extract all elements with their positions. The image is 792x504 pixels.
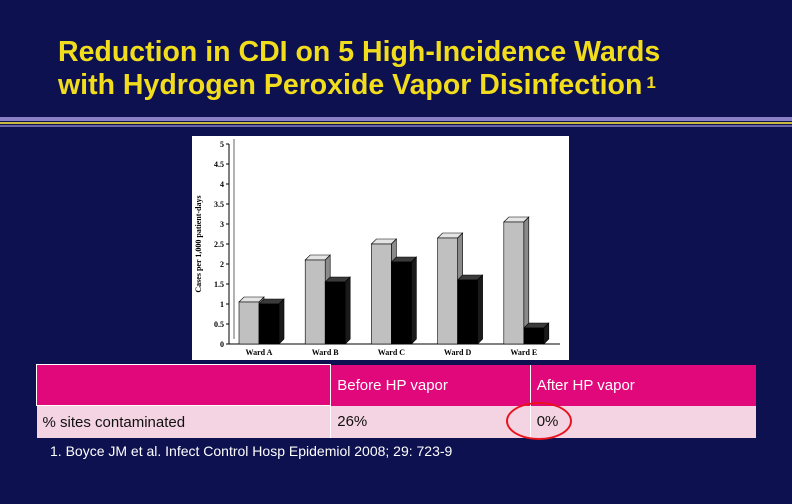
x-tick-label: Ward A	[246, 348, 273, 357]
title-line-2-text: with Hydrogen Peroxide Vapor Disinfectio…	[58, 69, 643, 101]
contamination-table: Before HP vapor After HP vapor % sites c…	[35, 364, 756, 438]
bar-before	[371, 243, 392, 345]
bar-chart-svg: 0 0.5 1 1.5 2 2.5 3 3.5 4 4.5 5 Cases per 1,000 pat…	[194, 139, 560, 357]
y-tick-label: 0	[220, 340, 224, 349]
table-header-after: After HP vapor	[529, 364, 756, 406]
bar-after	[523, 327, 545, 345]
bar-side	[344, 276, 351, 345]
bar-after	[324, 281, 346, 345]
y-tick-label: 3	[220, 220, 224, 229]
table-header-blank	[35, 364, 332, 406]
x-tick-label: Ward B	[312, 348, 340, 357]
x-tick-label: Ward E	[510, 348, 537, 357]
title-line-1: Reduction in CDI on 5 High-Incidence War…	[58, 36, 661, 68]
bar-chart: 0 0.5 1 1.5 2 2.5 3 3.5 4 4.5 5 Cases per 1,000 pat…	[192, 136, 569, 360]
y-tick-label: 1	[220, 300, 224, 309]
y-tick-label: 4	[220, 180, 224, 189]
title-divider-bottom	[0, 125, 792, 127]
bar-after	[457, 279, 478, 345]
x-tick-label: Ward D	[444, 348, 472, 357]
bar-before	[437, 237, 458, 345]
citation: 1. Boyce JM et al. Infect Control Hosp E…	[50, 443, 453, 459]
table-cell-before: 26%	[330, 405, 531, 438]
x-tick-label: Ward C	[378, 348, 406, 357]
y-tick-label: 4.5	[214, 160, 224, 169]
y-tick-label: 0.5	[214, 320, 224, 329]
bar-side	[477, 274, 483, 345]
y-tick-label: 2	[220, 260, 224, 269]
title-divider-top	[0, 117, 792, 121]
table-cell-metric: % sites contaminated	[36, 405, 331, 438]
y-tick-label: 3.5	[214, 200, 224, 209]
y-axis-label: Cases per 1,000 patient-days	[194, 195, 203, 292]
highlight-circle	[506, 402, 572, 440]
bar-before	[238, 301, 260, 345]
bar-side	[278, 298, 285, 345]
bar-after	[258, 303, 280, 345]
y-tick-label: 5	[220, 140, 224, 149]
bar-after	[391, 261, 412, 345]
title-line-2: with Hydrogen Peroxide Vapor Disinfectio…	[58, 69, 778, 105]
bar-before	[304, 259, 326, 345]
table-row: % sites contaminated 26% 0%	[36, 405, 756, 438]
bar-before	[503, 221, 525, 345]
title-divider-middle	[0, 122, 792, 124]
title-footnote-marker: 1	[646, 73, 656, 92]
bar-side	[411, 256, 417, 345]
table-header-before: Before HP vapor	[330, 364, 531, 406]
y-tick-label: 1.5	[214, 280, 224, 289]
slide-title: Reduction in CDI on 5 High-Incidence War…	[58, 36, 778, 105]
table-header-row: Before HP vapor After HP vapor	[35, 364, 756, 406]
y-tick-label: 2.5	[214, 240, 224, 249]
